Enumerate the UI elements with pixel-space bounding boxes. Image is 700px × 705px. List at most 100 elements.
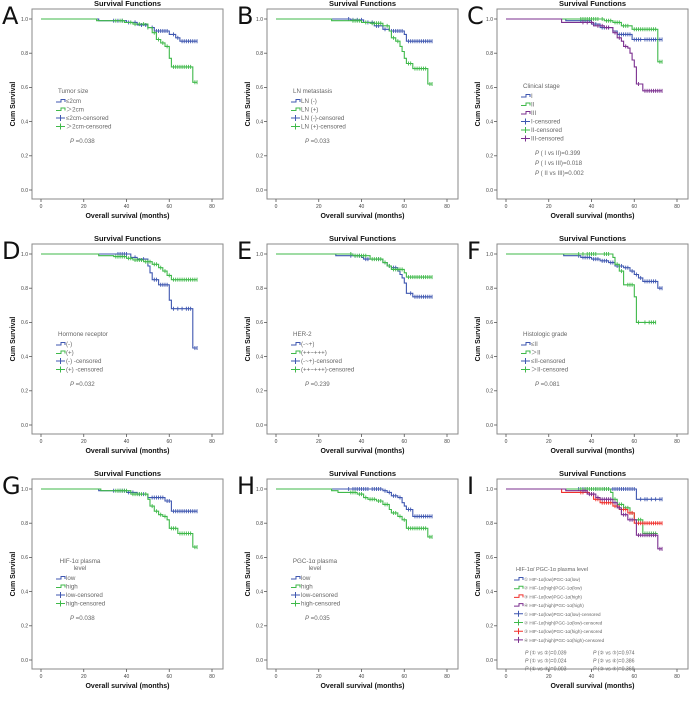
legend-line-icon bbox=[521, 102, 531, 106]
legend-label: ① HIF-1α(low)PGC-1α(low) bbox=[524, 577, 581, 582]
panel-letter: E bbox=[237, 237, 253, 265]
km-chart: Survival Functions 0.0 0.2 0.4 0.6 0.8 1.0 0 20 4… bbox=[475, 234, 689, 455]
y-tick-label: 0.2 bbox=[256, 154, 263, 160]
y-tick-label: 0.2 bbox=[21, 154, 28, 160]
legend-line-icon bbox=[56, 107, 66, 111]
x-axis-label: Overall survival (months) bbox=[85, 213, 169, 220]
legend-title: HIF-1α plasma bbox=[60, 558, 101, 565]
y-tick-label: 0.0 bbox=[256, 188, 263, 194]
legend-label: ≤II-censored bbox=[531, 358, 566, 365]
plot-frame bbox=[31, 8, 224, 200]
x-axis-label: Overall survival (months) bbox=[550, 448, 634, 455]
y-tick-label: 0.0 bbox=[21, 188, 28, 194]
p-value: P (① vs ③)=0.024 bbox=[525, 659, 567, 665]
x-axis-label: Overall survival (months) bbox=[550, 213, 634, 220]
legend-line-icon bbox=[56, 576, 66, 580]
legend-label: LN (-)-censored bbox=[301, 115, 345, 122]
chart-title: Survival Functions bbox=[559, 0, 626, 8]
y-tick-label: 0.6 bbox=[256, 555, 263, 561]
y-tick-label: 0.0 bbox=[21, 423, 28, 429]
y-tick-label: 0.0 bbox=[486, 423, 493, 429]
panel-letter: A bbox=[2, 2, 19, 30]
x-tick-label: 40 bbox=[589, 674, 595, 680]
legend-label: III bbox=[531, 110, 536, 117]
legend-label: low bbox=[66, 575, 76, 582]
y-tick-label: 0.6 bbox=[21, 320, 28, 326]
y-tick-label: 0.6 bbox=[486, 85, 493, 91]
panel-b: B Survival Functions 0.0 0.2 0.4 0.6 0.8 1.0 0 20… bbox=[235, 0, 470, 235]
legend-label: low-censored bbox=[301, 592, 338, 599]
p-value: P =0.035 bbox=[305, 615, 330, 622]
y-tick-label: 1.0 bbox=[21, 252, 28, 258]
legend-line-icon bbox=[56, 584, 66, 588]
legend-title: HER-2 bbox=[293, 331, 312, 338]
y-tick-label: 0.6 bbox=[256, 320, 263, 326]
chart-title: Survival Functions bbox=[329, 469, 396, 478]
p-value: P =0.081 bbox=[535, 381, 560, 388]
x-tick-label: 80 bbox=[674, 674, 680, 680]
y-tick-label: 0.4 bbox=[256, 354, 263, 360]
y-axis-label: Cum Survival bbox=[475, 82, 482, 127]
plot-frame bbox=[496, 8, 689, 200]
y-tick-label: 0.2 bbox=[21, 624, 28, 630]
legend-line-icon bbox=[291, 342, 301, 346]
legend-line-icon bbox=[291, 350, 301, 354]
km-chart: Survival Functions 0.0 0.2 0.4 0.6 0.8 1.0 0 20 4… bbox=[10, 234, 224, 455]
x-tick-label: 40 bbox=[589, 439, 595, 445]
legend-title: Histologic grade bbox=[523, 331, 568, 338]
legend-label: I-censored bbox=[531, 119, 561, 126]
legend-label: ④ HIF-1α(high)PGC-1α(high) bbox=[524, 603, 584, 608]
p-value: P ( I vs III)=0.018 bbox=[535, 160, 583, 167]
chart-title: Survival Functions bbox=[329, 234, 396, 243]
legend-label: ② HIF-1α(high)PGC-1α(low)-censored bbox=[524, 621, 603, 626]
y-tick-label: 0.4 bbox=[486, 119, 493, 125]
x-tick-label: 40 bbox=[124, 204, 130, 210]
x-tick-label: 40 bbox=[124, 439, 130, 445]
panel-letter: C bbox=[467, 2, 484, 30]
legend-title: LN metastasis bbox=[293, 88, 332, 95]
legend-censor-icon bbox=[56, 600, 65, 607]
legend-label: ④ HIF-1α(high)PGC-1α(high)-censored bbox=[524, 638, 605, 643]
x-tick-label: 0 bbox=[40, 439, 43, 445]
y-tick-label: 1.0 bbox=[21, 17, 28, 23]
x-tick-label: 0 bbox=[275, 439, 278, 445]
x-tick-label: 0 bbox=[505, 439, 508, 445]
panel-i: I Survival Functions 0.0 0.2 0.4 0.6 0.8 1.0 0 20… bbox=[465, 469, 700, 705]
x-tick-label: 80 bbox=[209, 439, 215, 445]
legend-label: ＞2cm bbox=[66, 107, 84, 114]
legend-label: high-censored bbox=[66, 601, 106, 608]
y-tick-label: 0.2 bbox=[486, 389, 493, 395]
legend-label: (+) bbox=[66, 350, 74, 357]
y-tick-label: 0.4 bbox=[21, 354, 28, 360]
x-tick-label: 80 bbox=[444, 439, 450, 445]
p-value: P =0.033 bbox=[305, 138, 330, 145]
x-tick-label: 80 bbox=[209, 674, 215, 680]
y-tick-label: 0.2 bbox=[256, 624, 263, 630]
y-tick-label: 1.0 bbox=[21, 487, 28, 493]
legend-censor-icon bbox=[521, 366, 530, 373]
x-tick-label: 20 bbox=[316, 674, 322, 680]
legend-title: HIF-1α/ PGC-1α plasma level bbox=[516, 567, 588, 573]
legend-label: low-censored bbox=[66, 592, 103, 599]
x-tick-label: 80 bbox=[674, 204, 680, 210]
legend-censor-icon bbox=[521, 118, 530, 125]
x-tick-label: 40 bbox=[359, 204, 365, 210]
x-tick-label: 40 bbox=[359, 674, 365, 680]
x-tick-label: 20 bbox=[546, 204, 552, 210]
legend-line-icon bbox=[56, 350, 66, 354]
legend-censor-icon bbox=[291, 600, 300, 607]
panel-c: C Survival Functions 0.0 0.2 0.4 0.6 0.8 1.0 0 20… bbox=[465, 0, 700, 235]
x-tick-label: 80 bbox=[209, 204, 215, 210]
legend-label: (++~+++) bbox=[301, 350, 327, 357]
x-axis-label: Overall survival (months) bbox=[85, 448, 169, 455]
plot-frame bbox=[266, 8, 459, 200]
y-tick-label: 0.4 bbox=[486, 354, 493, 360]
x-tick-label: 60 bbox=[401, 204, 407, 210]
x-tick-label: 60 bbox=[166, 439, 172, 445]
legend-censor-icon bbox=[514, 628, 523, 635]
x-tick-label: 0 bbox=[505, 674, 508, 680]
y-tick-label: 0.2 bbox=[21, 389, 28, 395]
x-tick-label: 60 bbox=[401, 439, 407, 445]
plot-frame bbox=[496, 478, 689, 670]
panel-letter: I bbox=[467, 472, 475, 500]
